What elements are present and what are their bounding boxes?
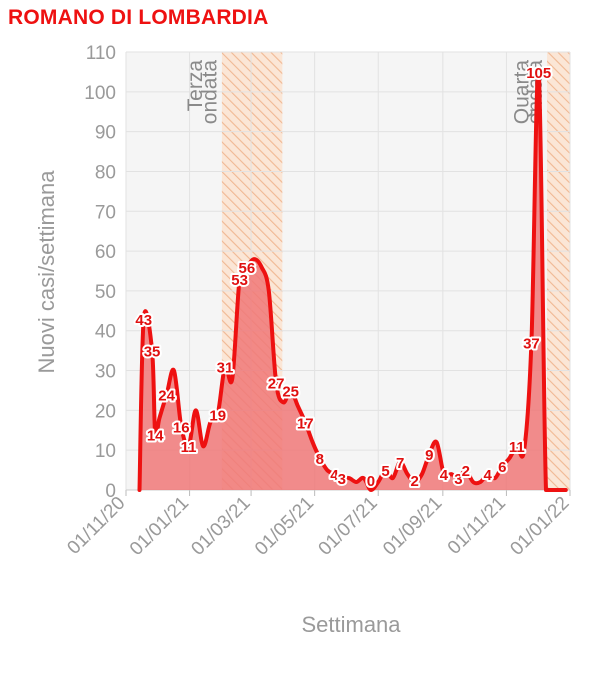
data-label: 17 bbox=[297, 415, 314, 432]
x-axis-title: Settimana bbox=[301, 612, 401, 637]
data-label: 16 bbox=[173, 419, 190, 436]
data-label: 11 bbox=[509, 439, 525, 456]
data-label: 4 bbox=[330, 467, 339, 484]
y-axis: 0 10 20 30 40 50 60 70 80 90 100 110 bbox=[84, 43, 116, 502]
x-tick-label: 01/07/21 bbox=[315, 493, 382, 560]
data-label: 43 bbox=[135, 312, 152, 329]
data-label: 19 bbox=[209, 407, 226, 424]
chart-title: ROMANO DI LOMBARDIA bbox=[8, 6, 269, 29]
data-label: 3 bbox=[338, 471, 346, 488]
y-tick-label: 80 bbox=[95, 162, 116, 183]
data-label: 35 bbox=[144, 344, 161, 361]
data-label: 9 bbox=[425, 447, 433, 464]
y-axis-title: Nuovi casi/settimana bbox=[34, 170, 59, 374]
wave-annotation: Terza bbox=[184, 60, 207, 112]
x-tick-label: 01/01/22 bbox=[506, 493, 573, 560]
data-label: 0 bbox=[367, 473, 375, 490]
data-label: 11 bbox=[181, 439, 197, 456]
y-tick-label: 0 bbox=[105, 481, 116, 502]
wave-annotation: Quarta bbox=[510, 60, 533, 125]
series-line bbox=[137, 68, 568, 492]
data-label: 2 bbox=[462, 463, 470, 480]
data-label: 4 bbox=[440, 467, 449, 484]
x-tick-label: 01/03/21 bbox=[187, 493, 254, 560]
x-tick-label: 01/01/21 bbox=[126, 493, 193, 560]
data-label: 24 bbox=[158, 387, 175, 404]
data-label: 4 bbox=[483, 467, 492, 484]
data-label: 27 bbox=[268, 375, 285, 392]
data-label: 5 bbox=[381, 463, 389, 480]
data-label: 37 bbox=[523, 336, 540, 353]
y-tick-label: 70 bbox=[95, 202, 116, 223]
x-tick-label: 01/11/21 bbox=[444, 493, 510, 559]
y-tick-label: 50 bbox=[95, 282, 116, 303]
y-tick-label: 40 bbox=[95, 322, 116, 343]
data-label: 6 bbox=[498, 459, 506, 476]
y-tick-label: 20 bbox=[95, 401, 116, 422]
data-label: 105 bbox=[526, 65, 551, 82]
y-tick-label: 60 bbox=[95, 242, 116, 263]
data-label: 2 bbox=[411, 473, 419, 490]
data-label: 3 bbox=[454, 471, 462, 488]
series-cases bbox=[137, 68, 568, 492]
data-label: 8 bbox=[316, 451, 324, 468]
data-label: 14 bbox=[147, 427, 164, 444]
data-label: 53 bbox=[231, 272, 248, 289]
y-tick-label: 10 bbox=[95, 441, 116, 462]
y-tick-label: 90 bbox=[95, 123, 116, 144]
wave-annotation: ondata bbox=[199, 60, 222, 125]
x-tick-label: 01/09/21 bbox=[379, 493, 446, 560]
x-tick-label: 01/11/20 bbox=[63, 493, 129, 559]
data-label: 31 bbox=[217, 360, 234, 377]
plot-background bbox=[126, 52, 570, 490]
x-axis: 01/11/2001/01/2101/03/2101/05/2101/07/21… bbox=[63, 489, 574, 560]
series-area bbox=[139, 70, 566, 490]
x-tick-label: 01/05/21 bbox=[251, 493, 318, 560]
grid-lines bbox=[125, 51, 571, 491]
data-label: 7 bbox=[396, 455, 404, 472]
data-label: 25 bbox=[282, 383, 299, 400]
data-label: 56 bbox=[239, 260, 256, 277]
y-tick-label: 30 bbox=[95, 362, 116, 383]
highlight-period-1 bbox=[547, 52, 570, 490]
y-tick-label: 110 bbox=[86, 43, 116, 64]
y-tick-label: 100 bbox=[84, 83, 116, 104]
